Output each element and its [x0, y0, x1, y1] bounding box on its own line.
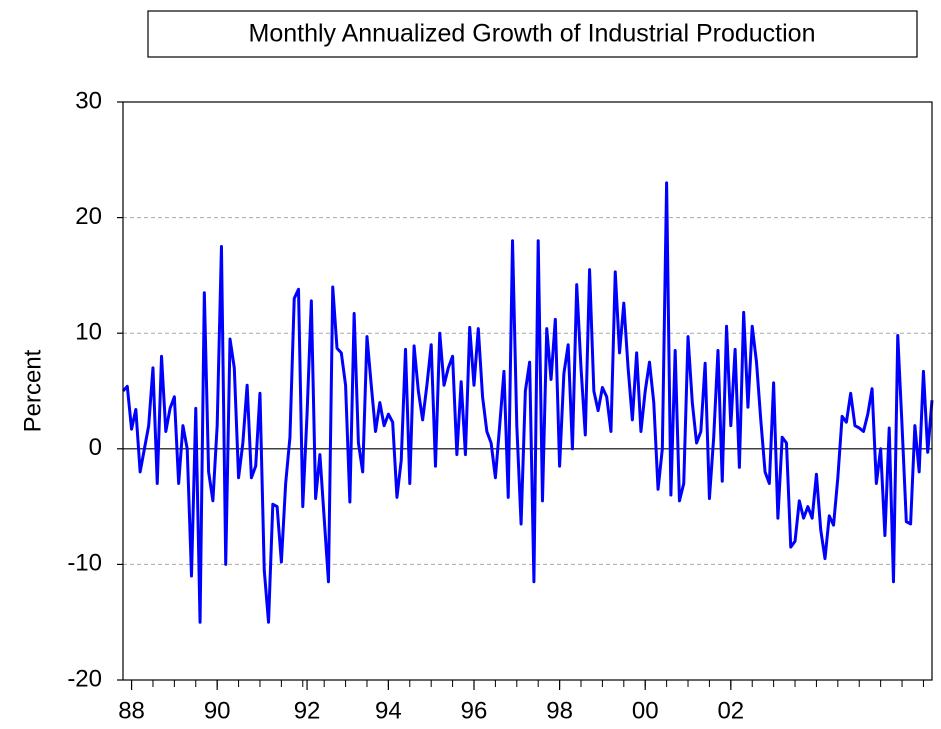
- title-box: [147, 10, 918, 58]
- plot: [121, 181, 934, 624]
- x-tick-label: 00: [632, 697, 659, 724]
- data-line: [121, 181, 934, 624]
- x-tick-label: 92: [294, 697, 321, 724]
- y-tick-label: 30: [75, 87, 102, 114]
- y-tick-label: -10: [67, 550, 102, 577]
- x-tick-label: 94: [375, 697, 402, 724]
- y-tick-label: -20: [67, 665, 102, 692]
- y-tick-label: 0: [89, 434, 102, 461]
- x-tick-label: 98: [546, 697, 573, 724]
- x-tick-label: 02: [717, 697, 744, 724]
- x-tick-label: 90: [204, 697, 231, 724]
- plot-frame: [122, 101, 933, 681]
- y-tick-label: 10: [75, 319, 102, 346]
- chart-title: Monthly Annualized Growth of Industrial …: [249, 20, 816, 48]
- y-axis-label: Percent: [19, 349, 46, 432]
- x-tick-label: 88: [118, 697, 145, 724]
- y-tick-label: 20: [75, 203, 102, 230]
- x-tick-label: 96: [461, 697, 488, 724]
